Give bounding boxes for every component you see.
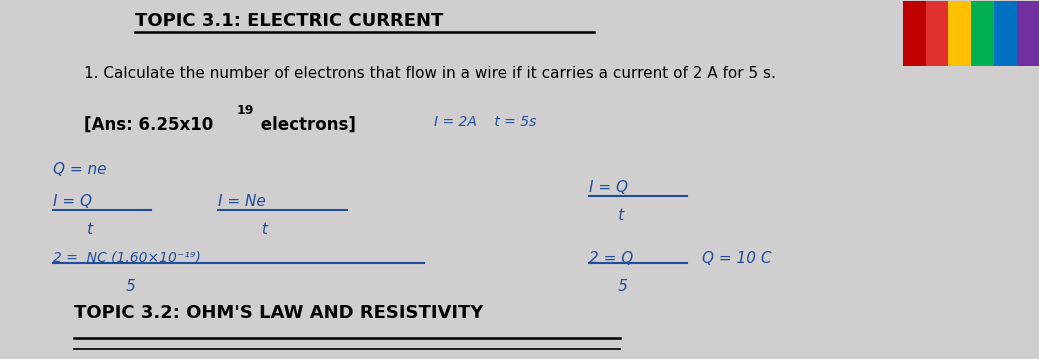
Text: Q = ne: Q = ne <box>53 162 106 177</box>
Bar <box>903 1 926 65</box>
Text: 5: 5 <box>589 279 628 294</box>
Text: TOPIC 3.1: ELECTRIC CURRENT: TOPIC 3.1: ELECTRIC CURRENT <box>135 12 444 30</box>
Text: 2 = Q: 2 = Q <box>589 251 633 266</box>
Bar <box>971 1 994 65</box>
Text: 5: 5 <box>53 279 136 294</box>
Bar <box>949 1 971 65</box>
Text: I = Q: I = Q <box>53 194 91 209</box>
Text: 1. Calculate the number of electrons that flow in a wire if it carries a current: 1. Calculate the number of electrons tha… <box>84 65 776 80</box>
Text: electrons]: electrons] <box>255 115 355 134</box>
Text: t: t <box>53 222 94 237</box>
Text: I = Ne: I = Ne <box>218 194 266 209</box>
Text: t: t <box>589 208 624 223</box>
Bar <box>994 1 1016 65</box>
Bar <box>1016 1 1039 65</box>
Text: 19: 19 <box>236 104 254 117</box>
Bar <box>926 1 949 65</box>
Text: t: t <box>218 222 268 237</box>
Text: Q = 10 C: Q = 10 C <box>702 251 772 266</box>
Text: I = Q: I = Q <box>589 180 628 195</box>
Text: I = 2A    t = 5s: I = 2A t = 5s <box>434 115 536 129</box>
Text: TOPIC 3.2: OHM'S LAW AND RESISTIVITY: TOPIC 3.2: OHM'S LAW AND RESISTIVITY <box>74 304 483 322</box>
Text: [Ans: 6.25x10: [Ans: 6.25x10 <box>84 115 213 134</box>
Text: 2 =  NC (1.60×10⁻¹⁹): 2 = NC (1.60×10⁻¹⁹) <box>53 251 201 265</box>
